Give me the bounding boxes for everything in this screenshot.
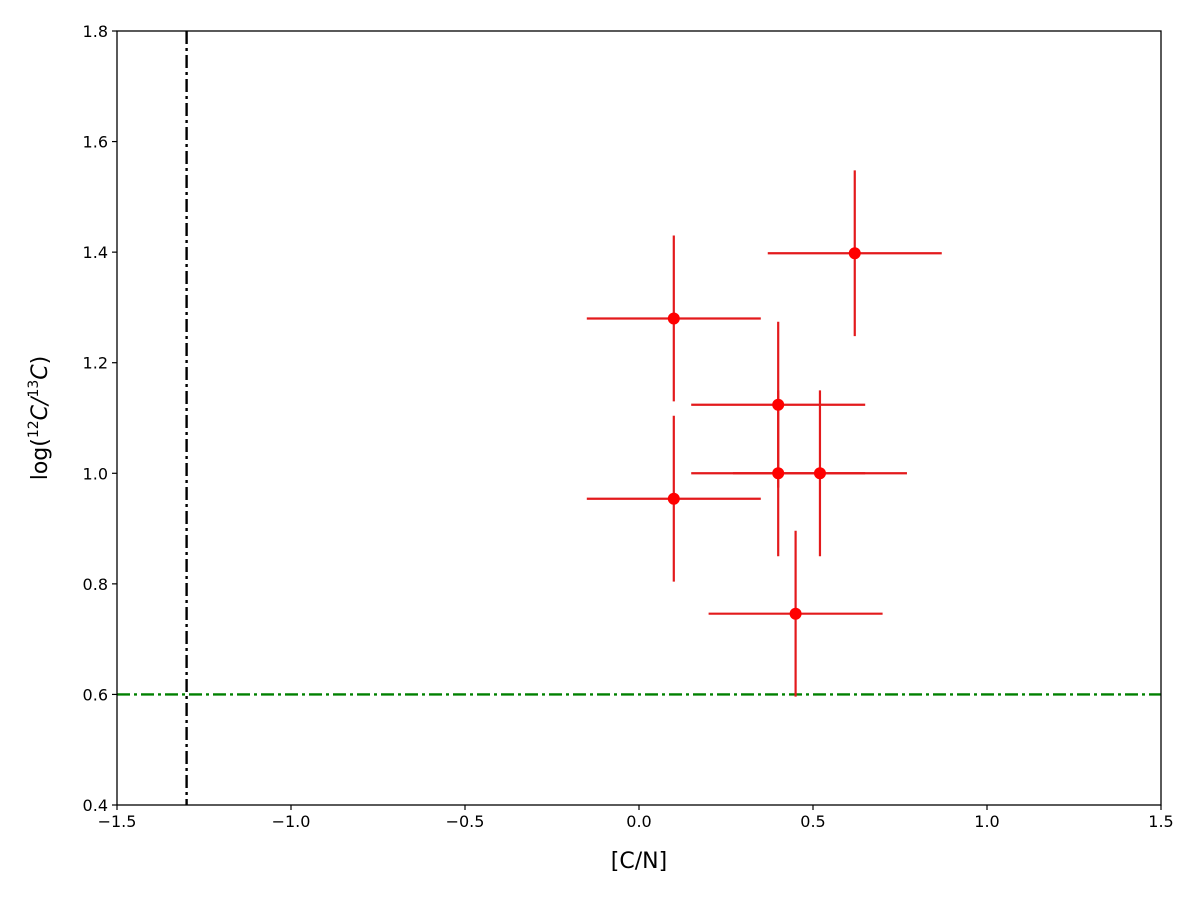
data-point [772, 467, 785, 480]
y-label-slash: / [28, 395, 53, 407]
y-tick-label: 0.8 [83, 575, 108, 594]
y-label-c1: C [28, 404, 53, 420]
y-tick-label: 1.0 [83, 464, 108, 483]
y-tick-label: 1.8 [83, 22, 108, 41]
reference-lines [117, 31, 1161, 805]
y-tick-label: 0.6 [83, 685, 108, 704]
data-points [667, 247, 861, 620]
x-axis-ticks: −1.5 −1.0 −0.5 0.0 0.5 1.0 1.5 [98, 805, 1174, 831]
y-label-prefix: log( [28, 438, 53, 480]
y-tick-label: 1.6 [83, 133, 108, 152]
y-tick-label: 1.4 [83, 243, 108, 262]
data-point [789, 607, 802, 620]
x-tick-label: 0.0 [626, 812, 651, 831]
data-point [848, 247, 861, 260]
data-point [772, 398, 785, 411]
plot-frame [116, 30, 1162, 806]
y-axis-ticks: 0.4 0.6 0.8 1.0 1.2 1.4 1.6 1.8 [83, 22, 117, 815]
data-point [667, 492, 680, 505]
y-tick-label: 0.4 [83, 796, 108, 815]
y-label-sup-13: 13 [26, 380, 42, 398]
x-axis-label: [C/N] [611, 849, 667, 874]
x-tick-label: −1.0 [272, 812, 311, 831]
error-bars [586, 170, 942, 697]
x-tick-label: 1.0 [974, 812, 999, 831]
x-tick-label: 0.5 [800, 812, 825, 831]
y-label-suffix: ) [28, 356, 53, 365]
y-tick-label: 1.2 [83, 354, 108, 373]
y-axis-label: log(12C/13C) [26, 356, 53, 481]
x-tick-label: −0.5 [446, 812, 485, 831]
data-point [813, 467, 826, 480]
data-point [667, 312, 680, 325]
x-tick-label: −1.5 [98, 812, 137, 831]
x-tick-label: 1.5 [1148, 812, 1173, 831]
y-label-c2: C [28, 364, 53, 380]
y-label-sup-12: 12 [26, 420, 42, 438]
